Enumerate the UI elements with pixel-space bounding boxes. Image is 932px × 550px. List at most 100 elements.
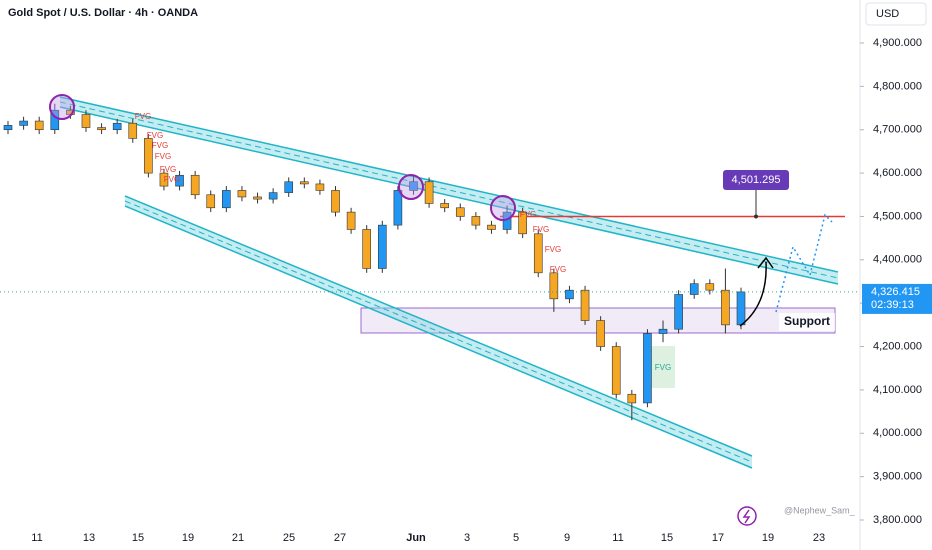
logo	[737, 506, 757, 526]
candle-body	[331, 190, 340, 213]
candle-body	[34, 120, 44, 131]
candle-body	[362, 229, 372, 269]
candle-body	[268, 192, 278, 200]
candle-body	[128, 122, 138, 139]
candle-body	[596, 320, 605, 347]
candle-body	[580, 289, 590, 321]
currency-box	[865, 2, 927, 26]
candle-body	[643, 333, 652, 404]
fvg-label: FVG	[520, 210, 536, 219]
y-tick-label: 4,900.000	[873, 37, 922, 49]
x-tick-label: 15	[661, 532, 673, 544]
candle-body	[3, 125, 13, 131]
y-tick-label: 4,500.000	[873, 210, 922, 222]
x-tick-label: Jun	[406, 532, 426, 544]
touch-circle	[490, 195, 516, 221]
x-tick-label: 19	[182, 532, 194, 544]
candle-body	[175, 174, 184, 187]
y-tick-label: 4,200.000	[873, 340, 922, 352]
channel-mid	[124, 200, 753, 463]
candle-body	[50, 109, 60, 131]
x-tick-label: 9	[564, 532, 570, 544]
candle-body	[658, 328, 668, 334]
x-tick-label: 21	[232, 532, 244, 544]
resistance-label-box	[723, 170, 789, 190]
candle-body	[705, 283, 715, 291]
y-tick-label: 3,800.000	[873, 514, 922, 526]
support-label: Support	[784, 314, 830, 328]
fvg-label: FVG	[164, 175, 180, 184]
support-label-bg	[779, 313, 835, 331]
candle-body	[190, 174, 200, 196]
x-tick-label: 15	[132, 532, 144, 544]
y-tick-label: 4,100.000	[873, 384, 922, 396]
y-tick-label: 4,800.000	[873, 80, 922, 92]
resistance-label: 4,501.295	[732, 174, 781, 186]
projection-arrow	[739, 261, 767, 327]
candle-body	[144, 138, 153, 174]
candle-body	[206, 194, 216, 209]
candle-body	[549, 272, 559, 300]
candle-body	[237, 190, 247, 198]
current-price-box	[862, 283, 932, 314]
candle-body	[721, 289, 730, 326]
currency: USD	[876, 8, 899, 20]
y-tick-label: 4,400.000	[873, 254, 922, 266]
candle-body	[159, 172, 169, 187]
candle-body	[81, 114, 91, 128]
fvg-label: FVG	[152, 141, 168, 150]
upper-channel	[60, 97, 838, 284]
y-tick-label: 4,000.000	[873, 427, 922, 439]
fvg-label: FVG	[155, 152, 171, 161]
y-tick-label: 4,600.000	[873, 167, 922, 179]
fvg-label: FVG	[545, 245, 561, 254]
x-tick-label: 11	[31, 532, 42, 544]
candle-body	[377, 224, 387, 269]
candle-body	[611, 346, 621, 395]
candle-body	[674, 294, 683, 330]
candle-body	[112, 122, 122, 131]
candle-body	[253, 196, 262, 200]
candle-body	[440, 203, 449, 209]
fvg-label: FVG	[550, 265, 566, 274]
fvg-label: FVG	[135, 112, 151, 121]
channel-mid	[59, 101, 839, 279]
x-tick-label: 5	[513, 532, 519, 544]
candle-body	[19, 120, 28, 126]
x-tick-label: 3	[464, 532, 470, 544]
logo-bolt	[742, 509, 751, 524]
channel-line	[124, 205, 753, 469]
channel-line	[59, 106, 839, 285]
watermark: @Nephew_Sam_	[784, 505, 856, 515]
x-tick-label: 27	[334, 532, 346, 544]
channel-line	[124, 195, 753, 457]
fvg-label: FVG	[147, 131, 163, 140]
x-tick-label: 25	[283, 532, 295, 544]
candle-body	[627, 393, 637, 404]
fvg-label: FVG	[533, 225, 549, 234]
touch-circle	[49, 94, 75, 120]
candle-body	[533, 233, 543, 274]
candle-body	[284, 181, 294, 193]
candle-body	[471, 216, 481, 226]
candle-body	[487, 224, 496, 230]
candle-body	[518, 211, 527, 235]
candle-body	[455, 207, 465, 217]
candle-body	[346, 211, 356, 230]
x-tick-label: 19	[762, 532, 774, 544]
candle-body	[689, 283, 699, 295]
candle-body	[736, 291, 746, 326]
candle-body	[315, 183, 325, 191]
arrow-head	[757, 256, 774, 269]
x-tick-label: 13	[83, 532, 95, 544]
y-tick-label: 3,900.000	[873, 471, 922, 483]
touch-circle	[398, 174, 424, 200]
channel-line	[59, 96, 839, 273]
lower-channel	[125, 196, 752, 468]
chart-title: Gold Spot / U.S. Dollar · 4h · OANDA	[8, 7, 198, 19]
x-tick-label: 11	[612, 532, 623, 544]
countdown: 02:39:13	[871, 299, 914, 311]
x-tick-label: 17	[712, 532, 724, 544]
resistance-dot	[754, 214, 758, 219]
